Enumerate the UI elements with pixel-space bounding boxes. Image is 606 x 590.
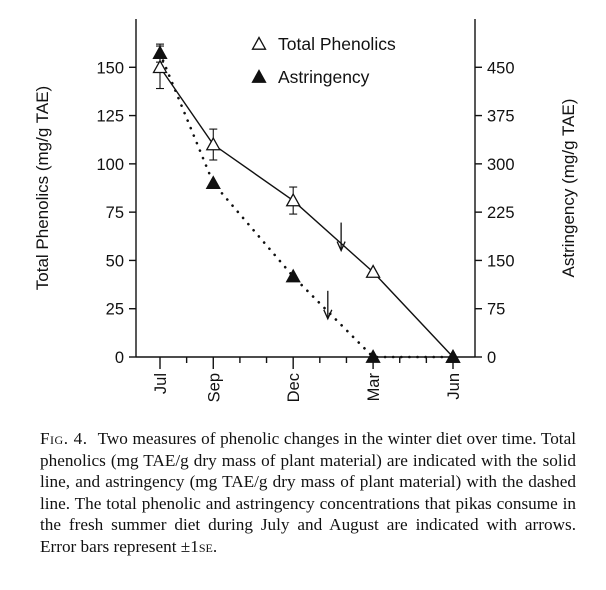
left-tick-label: 100 bbox=[96, 156, 124, 174]
right-tick-label: 300 bbox=[487, 156, 515, 174]
left-axis-title: Total Phenolics (mg/g TAE) bbox=[33, 86, 52, 290]
total-phenolics-point bbox=[152, 59, 168, 74]
left-tick-label: 0 bbox=[115, 349, 124, 367]
total-phenolics-point bbox=[285, 192, 301, 207]
astringency-point bbox=[365, 349, 381, 363]
phenolics-chart: 0 25 50 75 100 125 150 0 75 150 225 300 375 450 Jul Sep… bbox=[33, 19, 578, 402]
total-phenolics-point bbox=[205, 136, 221, 151]
legend: Total Phenolics Astringency bbox=[251, 34, 396, 87]
caption-se: se bbox=[198, 536, 213, 556]
astringency-legend-marker bbox=[251, 69, 267, 83]
x-tick-label: Dec bbox=[285, 373, 303, 402]
right-tick-label: 150 bbox=[487, 252, 515, 270]
caption-end: . bbox=[212, 536, 218, 556]
left-tick-label: 150 bbox=[96, 59, 124, 77]
astringency-point bbox=[152, 45, 168, 59]
astringency-point bbox=[285, 268, 301, 283]
figure-label: Fig. 4. bbox=[40, 429, 88, 448]
caption-text: Two measures of phenolic changes in the … bbox=[40, 429, 576, 556]
total-phenolics-arrow-head bbox=[336, 241, 346, 253]
total-phenolics-legend-label: Total Phenolics bbox=[278, 34, 396, 54]
data-markers bbox=[152, 45, 461, 363]
right-tick-label: 75 bbox=[487, 301, 505, 319]
series-lines bbox=[158, 51, 455, 359]
total-phenolics-legend-marker bbox=[251, 36, 267, 50]
left-tick-label: 50 bbox=[106, 252, 124, 270]
left-tick-label: 75 bbox=[106, 204, 124, 222]
axes-group: 0 25 50 75 100 125 150 0 75 150 225 300 375 450 Jul Sep… bbox=[33, 19, 578, 402]
right-tick-label: 375 bbox=[487, 108, 515, 126]
annotation-arrows bbox=[323, 222, 346, 321]
astringency-arrow-head bbox=[323, 309, 333, 321]
left-tick-label: 25 bbox=[106, 301, 124, 319]
right-tick-label: 0 bbox=[487, 349, 496, 367]
total-phenolics-line bbox=[159, 66, 454, 358]
right-tick-label: 225 bbox=[487, 204, 515, 222]
figure-caption: Fig. 4. Two measures of phenolic changes … bbox=[40, 428, 576, 557]
right-axis-title: Astringency (mg/g TAE) bbox=[559, 99, 578, 278]
astringency-line bbox=[158, 51, 455, 359]
astringency-point bbox=[205, 175, 221, 190]
astringency-point bbox=[445, 349, 461, 363]
x-tick-label: Jun bbox=[445, 373, 463, 400]
x-tick-label: Sep bbox=[205, 373, 223, 402]
left-tick-label: 125 bbox=[96, 108, 124, 126]
x-tick-label: Jul bbox=[152, 373, 170, 394]
astringency-legend-label: Astringency bbox=[278, 67, 370, 87]
total-phenolics-point bbox=[365, 264, 381, 278]
x-tick-label: Mar bbox=[365, 373, 383, 402]
right-tick-label: 450 bbox=[487, 59, 515, 77]
